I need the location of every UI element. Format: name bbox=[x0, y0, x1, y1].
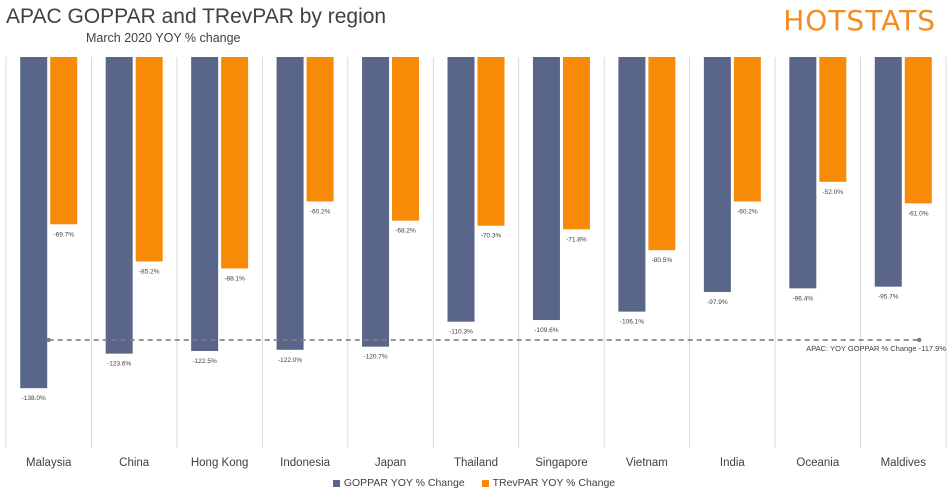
goppar-data-label: -122.5% bbox=[193, 358, 217, 365]
goppar-data-label: -95.7% bbox=[878, 294, 899, 301]
trevpar-data-label: -68.2% bbox=[395, 228, 416, 235]
category-label: Maldives bbox=[881, 457, 927, 469]
goppar-bar bbox=[20, 57, 48, 389]
trevpar-bar bbox=[904, 57, 932, 204]
goppar-data-label: -122.0% bbox=[278, 357, 302, 364]
reference-line-end-marker bbox=[917, 337, 922, 343]
goppar-bar bbox=[105, 57, 133, 354]
trevpar-bar bbox=[733, 57, 761, 202]
trevpar-bar bbox=[477, 57, 505, 226]
trevpar-data-label: -60.2% bbox=[737, 208, 758, 215]
goppar-bar bbox=[191, 57, 219, 351]
trevpar-data-label: -69.7% bbox=[53, 231, 74, 238]
goppar-data-label: -138.0% bbox=[22, 395, 46, 402]
trevpar-bar bbox=[306, 57, 334, 202]
trevpar-bar bbox=[135, 57, 163, 262]
legend-swatch-trevpar bbox=[481, 479, 489, 487]
category-label: Thailand bbox=[454, 457, 498, 469]
trevpar-data-label: -71.8% bbox=[566, 236, 587, 243]
goppar-data-label: -97.9% bbox=[707, 299, 728, 306]
goppar-bar bbox=[532, 57, 560, 321]
trevpar-data-label: -52.0% bbox=[823, 189, 844, 196]
category-label: Oceania bbox=[796, 457, 839, 469]
category-label: Indonesia bbox=[280, 457, 330, 469]
chart-subtitle: March 2020 YOY % change bbox=[86, 31, 241, 45]
legend-label-goppar: GOPPAR YOY % Change bbox=[343, 477, 465, 489]
trevpar-data-label: -61.0% bbox=[908, 210, 929, 217]
category-label: Hong Kong bbox=[191, 457, 249, 469]
reference-line-start-marker bbox=[46, 337, 51, 343]
goppar-bar bbox=[618, 57, 646, 312]
category-label: Singapore bbox=[535, 457, 587, 469]
goppar-data-label: -110.3% bbox=[449, 329, 473, 336]
goppar-data-label: -96.4% bbox=[793, 295, 814, 302]
goppar-bar bbox=[362, 57, 390, 347]
logo-text: HOTSTATS bbox=[783, 4, 936, 37]
category-label: India bbox=[720, 457, 746, 469]
goppar-bar bbox=[789, 57, 817, 289]
goppar-bar bbox=[703, 57, 731, 292]
trevpar-bar bbox=[819, 57, 847, 182]
goppar-bar bbox=[276, 57, 304, 350]
trevpar-data-label: -70.3% bbox=[481, 233, 502, 240]
goppar-data-label: -109.6% bbox=[534, 327, 558, 334]
legend-item-trevpar: TRevPAR YOY % Change bbox=[481, 477, 616, 489]
legend-label-trevpar: TRevPAR YOY % Change bbox=[492, 477, 616, 489]
trevpar-data-label: -85.2% bbox=[139, 268, 160, 275]
trevpar-data-label: -88.1% bbox=[224, 275, 245, 282]
trevpar-bar bbox=[562, 57, 590, 230]
goppar-data-label: -120.7% bbox=[363, 354, 387, 361]
goppar-bar bbox=[447, 57, 475, 322]
reference-line-label: APAC: YOY GOPPAR % Change -117.9% bbox=[806, 344, 946, 353]
category-label: Malaysia bbox=[26, 457, 72, 469]
legend-swatch-goppar bbox=[332, 479, 340, 487]
hotstats-logo: HOTSTATS bbox=[783, 4, 936, 37]
trevpar-bar bbox=[50, 57, 78, 225]
chart-title: APAC GOPPAR and TRevPAR by region bbox=[6, 5, 387, 28]
category-label: China bbox=[119, 457, 150, 469]
category-label: Japan bbox=[375, 457, 406, 469]
trevpar-data-label: -60.2% bbox=[310, 208, 331, 215]
trevpar-bar bbox=[392, 57, 420, 221]
legend-item-goppar: GOPPAR YOY % Change bbox=[332, 477, 465, 489]
trevpar-bar bbox=[221, 57, 249, 269]
goppar-bar bbox=[874, 57, 902, 287]
legend: GOPPAR YOY % Change TRevPAR YOY % Change bbox=[0, 477, 948, 490]
category-label: Vietnam bbox=[626, 457, 668, 469]
trevpar-bar bbox=[648, 57, 676, 251]
trevpar-data-label: -80.5% bbox=[652, 257, 673, 264]
goppar-data-label: -106.1% bbox=[620, 319, 644, 326]
goppar-data-label: -123.6% bbox=[107, 361, 131, 368]
